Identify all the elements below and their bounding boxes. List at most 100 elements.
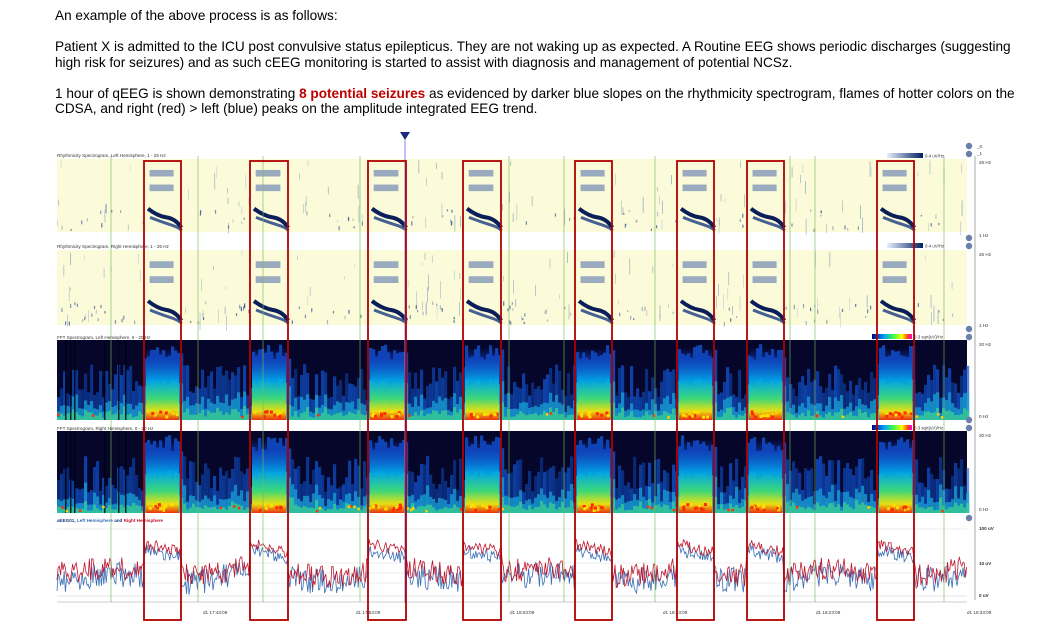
fft-column-low	[111, 414, 115, 420]
cursor-marker[interactable]	[400, 132, 410, 140]
fft-hotspot	[157, 503, 161, 507]
fft-column-low	[966, 410, 970, 420]
fft-column-mid	[846, 406, 850, 420]
fft-column-mid	[930, 401, 934, 420]
fft-column-low	[711, 404, 715, 420]
fft-column-low	[129, 413, 133, 420]
fft-column-mid	[621, 392, 625, 420]
rhythm-band	[373, 261, 399, 268]
rhythm-speck	[450, 219, 452, 223]
fft-artifact	[74, 340, 76, 420]
fft-hotspot	[885, 412, 889, 416]
rhythm-speck	[101, 223, 103, 228]
fft-column	[642, 462, 646, 513]
fft-column-low	[519, 411, 523, 420]
fft-column-mid	[792, 404, 796, 420]
fft-hotspot	[219, 506, 222, 510]
info-icon	[965, 333, 973, 341]
rhythm-speck	[675, 220, 677, 223]
fft-hotspot	[682, 508, 686, 512]
fft-column-low	[870, 413, 874, 420]
rhythm-stroke	[521, 315, 522, 321]
fft-column-mid	[525, 402, 529, 420]
fft-column	[927, 374, 931, 420]
fft-column-low	[189, 414, 193, 420]
fft-column-mid	[339, 499, 343, 513]
fft-column-mid	[63, 499, 67, 513]
rhythm-band	[682, 184, 707, 192]
fft-column-low	[798, 415, 802, 420]
fft-hotspot	[597, 505, 600, 509]
info-icon	[965, 424, 973, 432]
fft-column-mid	[828, 396, 832, 420]
fft-column-low	[213, 506, 217, 513]
fft-hotspot	[765, 414, 769, 418]
rhythm-stroke	[951, 282, 953, 290]
fft-column-low	[501, 402, 505, 420]
fft-column-mid	[240, 409, 244, 420]
fft-column-low	[522, 413, 526, 420]
rhythm-band	[468, 261, 494, 268]
fft-column	[93, 395, 97, 420]
fft-column	[450, 474, 454, 513]
fft-column	[849, 468, 853, 513]
fft-column-mid	[432, 498, 436, 513]
fft-column-mid	[339, 402, 343, 420]
fft-column-low	[504, 504, 508, 513]
rhythm-stroke	[659, 305, 661, 322]
fft-column-mid	[735, 486, 739, 513]
fft-column-mid	[144, 474, 148, 513]
fft-column-low	[339, 508, 343, 513]
fft-column-low	[186, 509, 190, 513]
fft-column-mid	[363, 404, 367, 420]
fft-column	[192, 461, 196, 513]
fft-column	[342, 484, 346, 513]
rhythm-speck	[332, 310, 335, 314]
fft-column	[456, 380, 460, 420]
fft-column	[717, 394, 721, 420]
fft-column	[924, 384, 928, 420]
rhythm-slope	[682, 308, 716, 325]
fft-column-low	[804, 508, 808, 513]
fft-column-mid	[126, 493, 130, 513]
fft-column-low	[855, 416, 859, 420]
fft-column-mid	[360, 505, 364, 513]
fft-column-mid	[609, 477, 613, 513]
fft-column-mid	[738, 402, 742, 420]
fft-hotspot	[903, 411, 907, 415]
fft-hotspot	[588, 410, 592, 414]
fft-column-low	[642, 415, 646, 420]
rhythm-speck	[633, 318, 635, 320]
fft-column	[453, 459, 457, 513]
fft-hotspot	[701, 508, 705, 512]
fft-column	[222, 375, 226, 420]
fft-column-mid	[201, 396, 205, 420]
fft-column-low	[303, 506, 307, 513]
fft-column-mid	[498, 471, 502, 513]
fft-column-low	[63, 415, 67, 420]
rhythm-speck	[507, 308, 509, 312]
fft-column-mid	[93, 408, 97, 420]
fft-column	[963, 485, 967, 513]
fft-column-mid	[795, 488, 799, 513]
fft-column-mid	[93, 492, 97, 513]
fft-column	[654, 459, 658, 513]
fft-column	[930, 379, 934, 420]
fft-column	[546, 374, 550, 420]
fft-hotspot	[699, 507, 703, 511]
fft-flame	[252, 348, 286, 420]
fft-hotspot	[585, 505, 589, 509]
rhythm-stroke	[459, 273, 461, 279]
fft-column	[81, 488, 85, 513]
fft-column-low	[795, 417, 799, 420]
fft-column-low	[348, 411, 352, 420]
rhythm-stroke	[795, 197, 797, 212]
fft-column-mid	[939, 412, 943, 420]
fft-column-low	[93, 415, 97, 420]
fft-column-mid	[189, 405, 193, 420]
rhythm-stroke	[422, 262, 423, 266]
fft-column-mid	[324, 394, 328, 420]
rhythm-stroke	[245, 174, 247, 189]
fft-column-mid	[915, 407, 919, 420]
fft-column-low	[729, 503, 733, 513]
